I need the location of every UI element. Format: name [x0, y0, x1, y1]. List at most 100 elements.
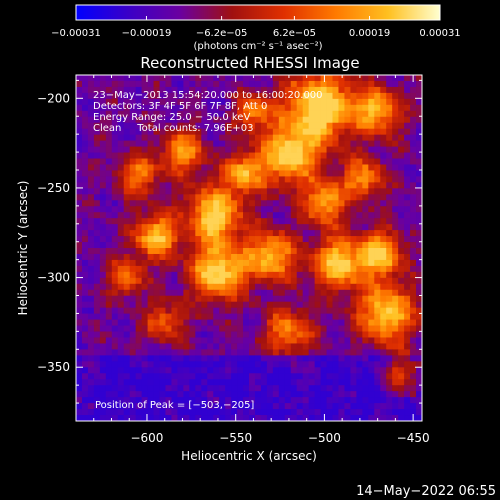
- heatmap-cell: [338, 116, 345, 124]
- heatmap-cell: [314, 218, 321, 225]
- heatmap-cell: [76, 277, 83, 285]
- heatmap-cell: [177, 188, 184, 195]
- heatmap-cell: [153, 164, 160, 171]
- heatmap-cell: [135, 409, 143, 416]
- heatmap-cell: [243, 104, 250, 112]
- heatmap-cell: [302, 236, 310, 243]
- heatmap-cell: [398, 176, 405, 183]
- heatmap-cell: [296, 224, 304, 231]
- heatmap-cell: [117, 379, 125, 386]
- heatmap-cell: [87, 265, 95, 273]
- heatmap-cell: [249, 349, 256, 356]
- heatmap-cell: [260, 116, 268, 124]
- heatmap-cell: [141, 218, 148, 225]
- heatmap-cell: [183, 194, 190, 201]
- heatmap-cell: [249, 212, 256, 219]
- heatmap-cell: [87, 212, 95, 219]
- heatmap-cell: [296, 86, 304, 94]
- heatmap-cell: [362, 355, 369, 362]
- heatmap-cell: [344, 104, 351, 112]
- heatmap-cell: [320, 367, 327, 374]
- heatmap-cell: [278, 379, 286, 386]
- heatmap-cell: [350, 385, 357, 392]
- heatmap-cell: [416, 134, 422, 142]
- heatmap-cell: [290, 253, 298, 261]
- heatmap-cell: [171, 343, 178, 350]
- heatmap-cell: [171, 236, 178, 243]
- heatmap-cell: [201, 265, 208, 273]
- heatmap-cell: [410, 194, 417, 201]
- heatmap-cell: [189, 248, 196, 255]
- heatmap-cell: [99, 391, 107, 398]
- heatmap-cell: [272, 75, 280, 82]
- heatmap-cell: [99, 337, 107, 344]
- heatmap-cell: [398, 230, 405, 237]
- heatmap-cell: [147, 325, 154, 332]
- heatmap-cell: [374, 182, 381, 189]
- heatmap-cell: [380, 86, 387, 94]
- heatmap-cell: [81, 391, 89, 398]
- heatmap-cell: [416, 391, 422, 398]
- heatmap-cell: [87, 391, 95, 398]
- heatmap-cell: [392, 75, 399, 82]
- heatmap-cell: [195, 259, 202, 267]
- heatmap-cell: [231, 146, 238, 153]
- heatmap-cell: [165, 283, 172, 291]
- heatmap-cell: [153, 265, 160, 273]
- heatmap-cell: [243, 122, 250, 130]
- heatmap-cell: [374, 188, 381, 195]
- heatmap-cell: [219, 403, 226, 410]
- heatmap-cell: [302, 134, 310, 142]
- heatmap-cell: [93, 236, 101, 243]
- heatmap-cell: [76, 182, 83, 189]
- heatmap-cell: [296, 265, 304, 273]
- heatmap-cell: [189, 355, 196, 362]
- heatmap-cell: [368, 152, 375, 159]
- heatmap-cell: [284, 236, 292, 243]
- heatmap-cell: [404, 385, 411, 392]
- heatmap-cell: [404, 289, 411, 297]
- heatmap-cell: [350, 271, 357, 279]
- heatmap-cell: [308, 134, 316, 142]
- heatmap-cell: [404, 116, 411, 124]
- heatmap-cell: [332, 152, 339, 159]
- heatmap-cell: [219, 176, 226, 183]
- heatmap-cell: [153, 218, 160, 225]
- heatmap-cell: [410, 313, 417, 320]
- heatmap-cell: [296, 146, 304, 153]
- heatmap-cell: [159, 86, 166, 94]
- heatmap-cell: [374, 403, 381, 410]
- heatmap-cell: [87, 104, 95, 112]
- heatmap-cell: [356, 164, 363, 171]
- heatmap-cell: [416, 367, 422, 374]
- heatmap-cell: [290, 259, 298, 267]
- heatmap-cell: [87, 110, 95, 118]
- heatmap-cell: [374, 98, 381, 106]
- heatmap-cell: [392, 319, 399, 326]
- heatmap-cell: [135, 92, 143, 100]
- heatmap-cell: [213, 110, 220, 118]
- heatmap-cell: [284, 415, 292, 421]
- heatmap-cell: [290, 158, 298, 165]
- heatmap-cell: [314, 415, 321, 421]
- heatmap-cell: [76, 259, 83, 267]
- heatmap-cell: [416, 140, 422, 147]
- heatmap-cell: [243, 176, 250, 183]
- heatmap-cell: [219, 307, 226, 315]
- heatmap-cell: [219, 271, 226, 279]
- heatmap-cell: [237, 80, 244, 88]
- heatmap-cell: [195, 224, 202, 231]
- heatmap-cell: [183, 224, 190, 231]
- heatmap-cell: [207, 158, 214, 165]
- heatmap-cell: [99, 86, 107, 94]
- heatmap-cell: [320, 253, 327, 261]
- heatmap-cell: [165, 325, 172, 332]
- heatmap-cell: [314, 409, 321, 416]
- heatmap-cell: [260, 122, 268, 130]
- heatmap-cell: [254, 259, 262, 267]
- heatmap-cell: [165, 295, 172, 303]
- heatmap-cell: [249, 230, 256, 237]
- heatmap-cell: [386, 415, 393, 421]
- heatmap-cell: [392, 283, 399, 291]
- heatmap-cell: [129, 182, 137, 189]
